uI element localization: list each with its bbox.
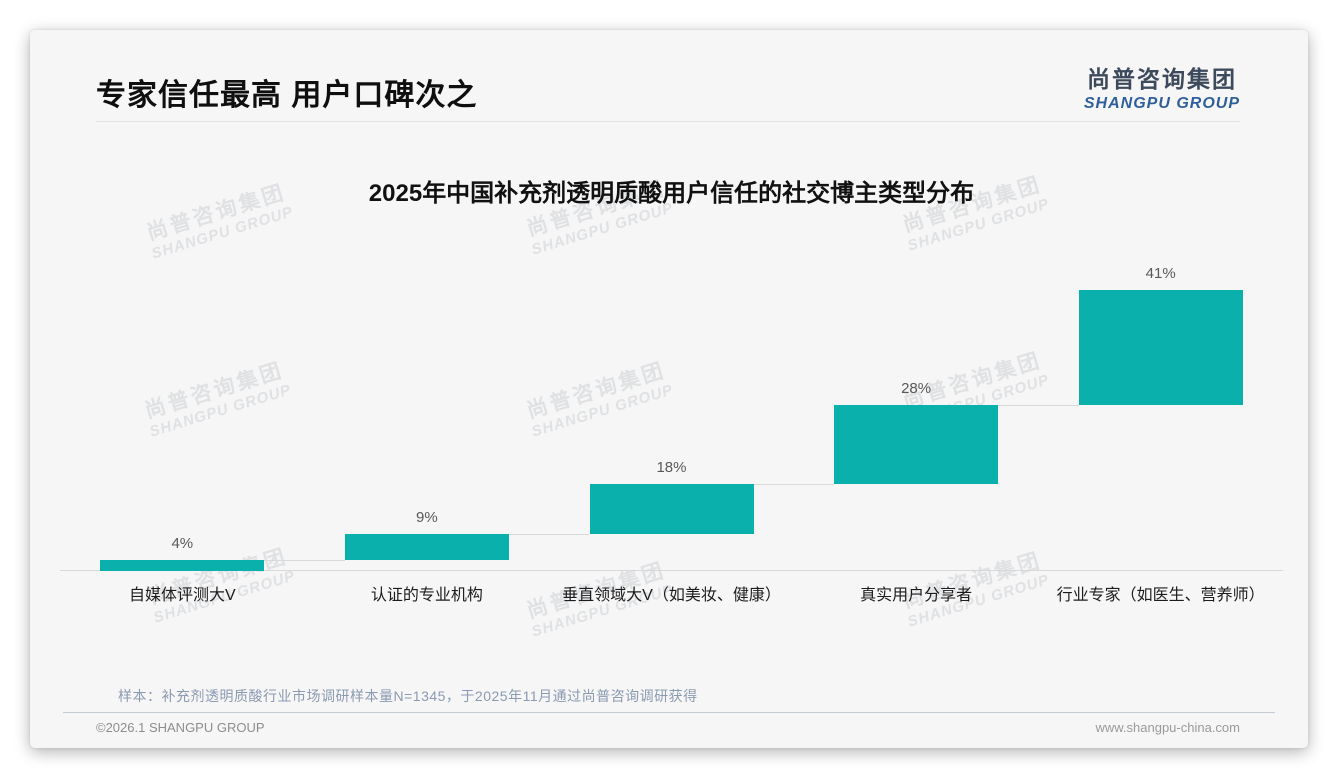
sample-note: 样本：补充剂透明质酸行业市场调研样本量N=1345，于2025年11月通过尚普咨… bbox=[118, 688, 698, 704]
x-axis-line bbox=[60, 570, 1283, 571]
website-url: www.shangpu-china.com bbox=[1095, 720, 1240, 735]
chart-bar bbox=[100, 559, 265, 571]
bar-value-label: 4% bbox=[171, 534, 194, 552]
page-title: 专家信任最高 用户口碑次之 bbox=[96, 79, 478, 112]
brand-logo-en: SHANGPU GROUP bbox=[1083, 95, 1240, 112]
chart-bar bbox=[834, 405, 999, 484]
copyright-text: ©2026.1 SHANGPU GROUP bbox=[96, 720, 265, 735]
bar-value-label: 18% bbox=[656, 458, 687, 476]
brand-logo-cn: 尚普咨询集团 bbox=[1086, 66, 1237, 92]
plot-area: 4% 自媒体评测大V 9% 认证的专业机构 18% 垂直领域大V（如美妆、健康） 28% 真实… bbox=[60, 30, 1283, 604]
step-connector-line bbox=[264, 559, 345, 561]
chart-bar bbox=[589, 483, 754, 535]
category-label: 垂直领域大V（如美妆、健康） bbox=[562, 587, 781, 604]
chart-bar bbox=[344, 534, 509, 560]
bar-value-label: 41% bbox=[1145, 265, 1176, 282]
step-connector-line bbox=[753, 483, 835, 485]
chart-bar bbox=[1078, 290, 1243, 406]
category-label: 自媒体评测大V bbox=[128, 587, 236, 604]
step-connector-line bbox=[508, 534, 590, 536]
step-connector-line bbox=[998, 405, 1079, 407]
footer-divider bbox=[63, 712, 1275, 713]
brand-logo: 尚普咨询集团 SHANGPU GROUP bbox=[1084, 60, 1240, 113]
category-label: 认证的专业机构 bbox=[370, 587, 483, 604]
category-label: 行业专家（如医生、营养师） bbox=[1056, 587, 1265, 604]
header-divider bbox=[96, 121, 1240, 122]
report-card: 尚普咨询集团 SHANGPU GROUP 尚普咨询集团 SHANGPU GROU… bbox=[30, 30, 1308, 748]
bar-value-label: 28% bbox=[901, 380, 932, 398]
category-label: 真实用户分享者 bbox=[860, 587, 973, 604]
bar-value-label: 9% bbox=[416, 509, 438, 527]
chart-title: 2025年中国补充剂透明质酸用户信任的社交博主类型分布 bbox=[368, 180, 975, 207]
